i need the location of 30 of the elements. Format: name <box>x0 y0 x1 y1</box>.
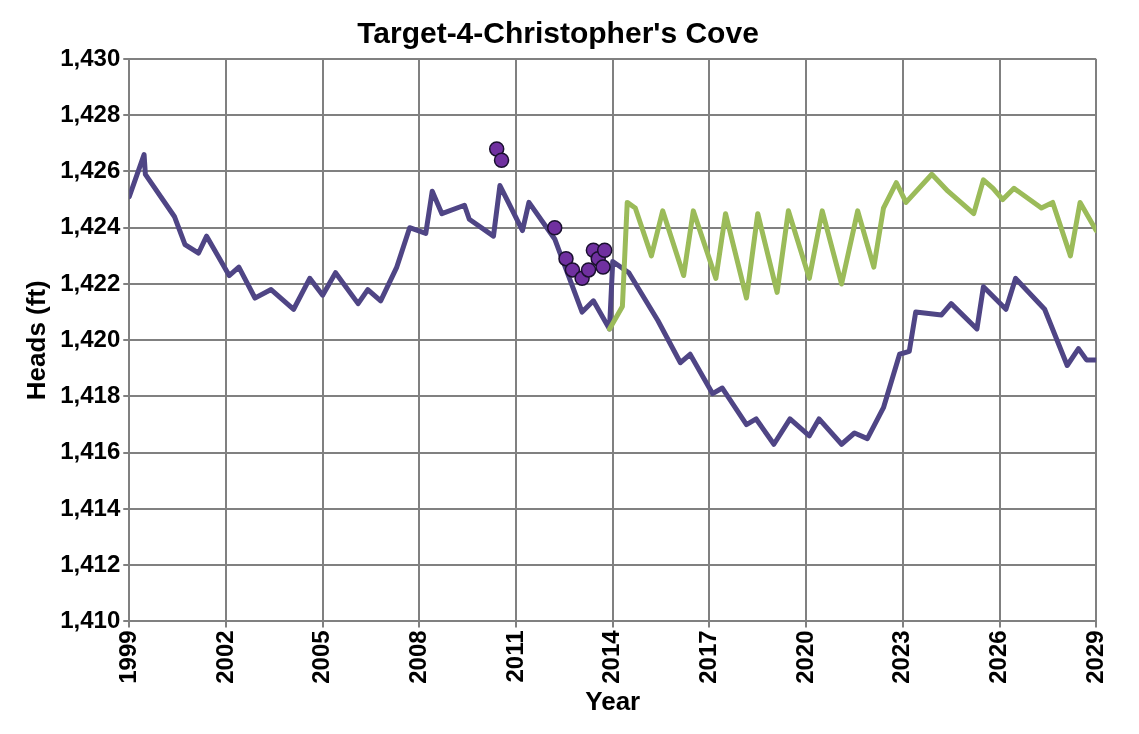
y-tick-label: 1,426 <box>60 156 121 184</box>
x-tick-label: 2017 <box>694 630 722 684</box>
point <box>546 219 563 236</box>
y-tick-label: 1,418 <box>60 381 121 409</box>
y-tick-label: 1,412 <box>60 549 121 577</box>
x-tick-label: 2008 <box>403 630 431 684</box>
y-tick-label: 1,416 <box>60 437 121 465</box>
y-tick-label: 1,414 <box>60 493 121 521</box>
y-tick-label: 1,428 <box>60 99 121 127</box>
y-axis-title: Heads (ft) <box>20 280 51 401</box>
x-tick-label: 2005 <box>307 630 335 684</box>
y-tick-label: 1,424 <box>60 212 121 240</box>
point <box>558 250 574 267</box>
x-tick-label: 2011 <box>500 630 528 683</box>
point <box>595 259 611 275</box>
point <box>596 242 613 258</box>
x-tick-label: 2020 <box>790 630 818 684</box>
x-tick-label: 2014 <box>597 629 625 684</box>
y-tick-label: 1,430 <box>60 43 121 71</box>
x-tick-label: 2029 <box>1080 630 1108 684</box>
point <box>564 262 581 278</box>
x-tick-label: 2002 <box>210 630 238 684</box>
point <box>493 152 510 168</box>
x-tick-label: 2026 <box>984 630 1012 684</box>
x-tick-label: 2023 <box>887 630 915 684</box>
chart-title: Target-4-Christopher's Cove <box>357 16 759 50</box>
point <box>580 262 597 278</box>
y-tick-label: 1,420 <box>60 324 121 352</box>
x-axis-title: Year <box>585 685 641 716</box>
y-tick-label: 1,422 <box>60 268 121 296</box>
